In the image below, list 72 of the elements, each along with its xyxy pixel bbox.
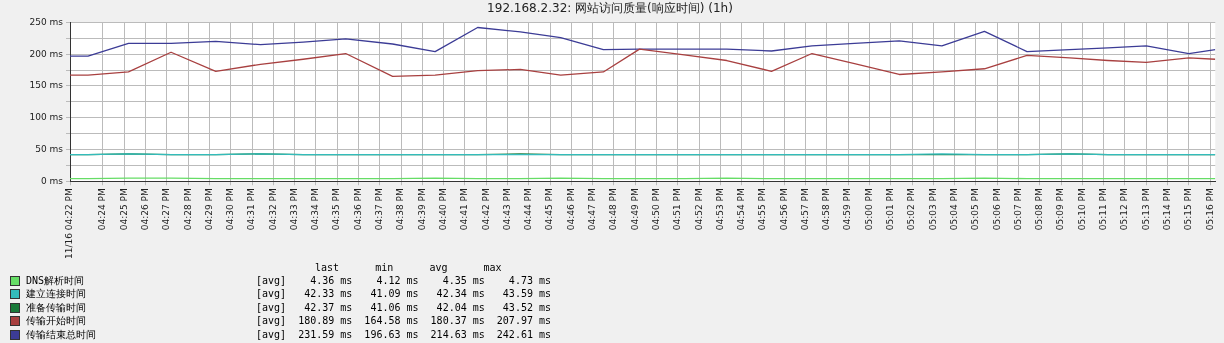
y-tick-label: 50 ms [35,143,64,154]
x-tick-label: 05:14 PM [1161,188,1172,231]
x-tick-label: 04:31 PM [246,188,257,231]
x-tick-label: 04:57 PM [799,188,810,231]
x-tick-label: 04:26 PM [139,188,150,231]
x-tick-label: 04:50 PM [650,188,661,231]
chart-title: 192.168.2.32: 网站访问质量(响应时间) (1h) [487,1,733,16]
x-tick-label: 04:36 PM [352,188,363,231]
x-tick-label: 04:54 PM [736,188,747,231]
x-tick-label: 04:24 PM [97,188,108,231]
x-tick-label: 04:47 PM [586,188,597,231]
x-tick-label: 05:12 PM [1119,188,1130,231]
legend-label: 传输结束总时间 [26,328,97,341]
x-tick-label: 05:09 PM [1055,188,1066,231]
x-tick-label: 04:33 PM [288,188,299,231]
x-tick-label: 04:32 PM [267,188,278,231]
text: [avg] 42.33 ms 41.09 ms 42.34 ms 43.59 ms [256,288,552,301]
x-tick-label: 04:59 PM [842,188,853,231]
x-tick-label: 05:04 PM [949,188,960,231]
legend-label: DNS解析时间 [26,274,86,287]
x-tick-label: 04:27 PM [161,188,172,231]
x-tick-label: 05:07 PM [1012,188,1023,231]
x-tick-label: 04:56 PM [778,188,789,231]
text: [avg] 180.89 ms 164.58 ms 180.37 ms 207.97 ms [256,315,552,328]
legend-label: 传输开始时间 [26,315,87,328]
legend-label: 建立连接时间 [26,288,87,301]
x-tick-label: 04:52 PM [693,188,704,231]
text: [avg] 42.37 ms 41.06 ms 42.04 ms 43.52 ms [256,301,552,314]
y-tick-label: 150 ms [29,80,64,91]
x-tick-label: 04:41 PM [459,188,470,231]
x-tick-label: 04:46 PM [565,188,576,231]
x-tick-label: 04:40 PM [438,188,449,231]
x-tick-label: 04:28 PM [182,188,193,231]
x-tick-label: 04:51 PM [672,188,683,231]
x-tick-label: 05:10 PM [1076,188,1087,231]
x-tick-label: 05:02 PM [906,188,917,231]
x-tick-label: 04:30 PM [225,188,236,231]
x-tick-label: 04:38 PM [395,188,406,231]
x-tick-label: 04:25 PM [118,188,129,231]
x-tick-label: 04:49 PM [629,188,640,231]
text: last min avg max [315,262,503,274]
x-tick-label: 04:35 PM [331,188,342,231]
x-tick-label: 04:55 PM [757,188,768,231]
x-tick-label: 05:15 PM [1183,188,1194,231]
x-tick-label: 11/16 04:22 PM [64,188,75,260]
legend-label: 准备传输时间 [26,301,87,314]
x-tick-label: 05:05 PM [970,188,981,231]
x-tick-label: 05:06 PM [991,188,1002,231]
x-tick-label: 05:00 PM [863,188,874,231]
x-tick-label: 05:16 PM [1204,188,1215,231]
x-tick-label: 04:43 PM [501,188,512,231]
text: [avg] 231.59 ms 196.63 ms 214.63 ms 242.61 ms [256,328,552,341]
x-tick-label: 04:48 PM [608,188,619,231]
x-tick-label: 04:29 PM [203,188,214,231]
y-tick-label: 0 ms [40,175,64,186]
x-tick-label: 05:01 PM [885,188,896,231]
x-tick-label: 04:34 PM [310,188,321,231]
x-tick-label: 04:58 PM [821,188,832,231]
y-tick-label: 200 ms [29,48,64,59]
x-tick-label: 05:08 PM [1034,188,1045,231]
x-tick-label: 04:44 PM [523,188,534,231]
x-tick-label: 04:45 PM [544,188,555,231]
x-tick-label: 04:39 PM [416,188,427,231]
x-tick-label: 05:03 PM [927,188,938,231]
x-tick-label: 04:42 PM [480,188,491,231]
x-tick-label: 05:13 PM [1140,188,1151,231]
y-tick-label: 250 ms [29,16,64,27]
x-tick-label: 05:11 PM [1097,188,1108,231]
y-tick-label: 100 ms [29,112,64,123]
x-tick-label: 04:37 PM [374,188,385,231]
text: [avg] 4.36 ms 4.12 ms 4.35 ms 4.73 ms [256,274,552,287]
x-tick-label: 04:53 PM [714,188,725,231]
